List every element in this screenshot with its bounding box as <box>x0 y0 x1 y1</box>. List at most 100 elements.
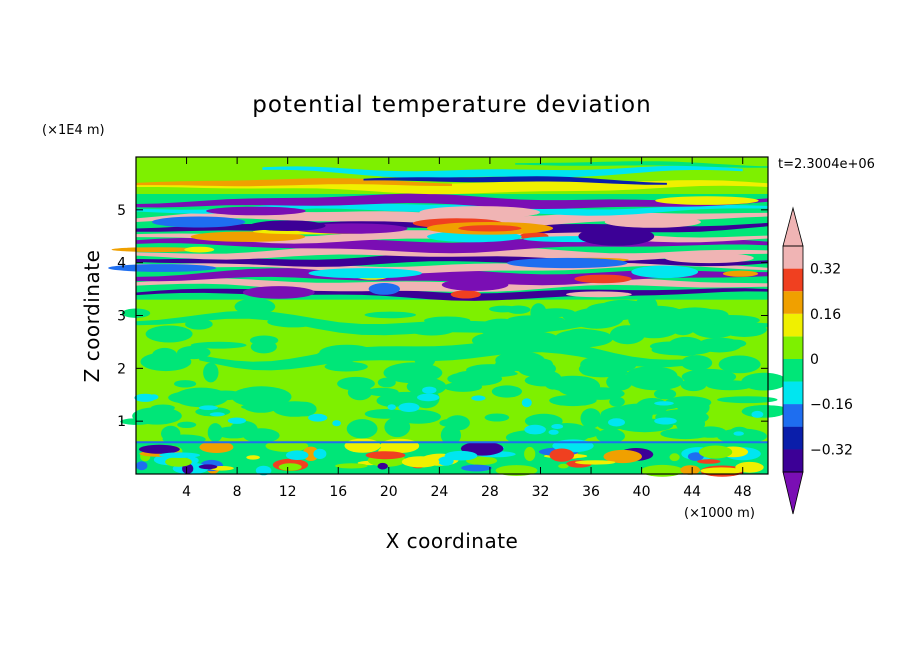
contour-cell <box>190 341 247 349</box>
time-label: t=2.3004e+06 <box>778 157 875 172</box>
contour-cell <box>751 410 764 418</box>
contour-cell <box>578 226 655 246</box>
contour-cell <box>557 376 601 397</box>
contour-cell <box>227 417 246 424</box>
x-tick-label: 12 <box>279 484 297 500</box>
contour-cell <box>718 355 761 374</box>
colorbar-label: −0.16 <box>810 397 853 413</box>
contour-cell <box>669 453 680 462</box>
contour-cell <box>687 452 704 461</box>
colorbar-label: 0 <box>810 352 819 368</box>
contour-cell <box>207 423 223 442</box>
contour-cell <box>161 425 181 442</box>
contour-cell <box>558 463 569 469</box>
contour-cell <box>364 409 407 419</box>
contour-cell <box>484 413 510 422</box>
contour-cell <box>489 305 519 313</box>
contour-cell <box>377 377 396 388</box>
contour-cell <box>655 196 759 205</box>
contour-band <box>136 193 768 209</box>
contour-cell <box>604 216 701 228</box>
x-tick-label: 16 <box>329 484 347 500</box>
contour-cell <box>665 396 712 409</box>
contour-cell <box>722 270 759 277</box>
contour-cell <box>199 441 234 453</box>
x-tick-label: 28 <box>481 484 499 500</box>
contour-cell <box>741 405 786 418</box>
contour-cell <box>243 400 279 413</box>
contour-cell <box>242 428 280 443</box>
contour-cell <box>389 393 405 400</box>
contour-cell <box>697 459 721 464</box>
y-unit-label: (×1E4 m) <box>42 123 105 138</box>
x-axis-label: X coordinate <box>386 529 519 553</box>
contour-field <box>108 161 788 477</box>
colorbar-label: 0.16 <box>810 307 841 323</box>
x-unit-label: (×1000 m) <box>684 506 755 521</box>
contour-cell <box>140 352 192 372</box>
colorbar-label: −0.32 <box>810 442 853 458</box>
plot-area <box>108 156 788 477</box>
contour-cell <box>278 463 302 471</box>
x-tick-label: 32 <box>532 484 550 500</box>
contour-cell <box>580 408 602 429</box>
contour-cell <box>741 372 788 391</box>
x-tick-label: 36 <box>582 484 600 500</box>
contour-cell <box>401 456 440 468</box>
contour-cell <box>364 311 416 319</box>
contour-cell <box>308 413 328 422</box>
contour-cell <box>198 464 218 470</box>
chart-title: potential temperature deviation <box>252 92 651 118</box>
contour-cell <box>138 444 180 454</box>
contour-cell <box>398 402 420 412</box>
x-tick-label: 48 <box>734 484 752 500</box>
contour-cell <box>461 464 492 472</box>
contour-band <box>363 176 667 185</box>
colorbar-label: 0.32 <box>810 262 841 278</box>
x-tick-label: 4 <box>182 484 191 500</box>
contour-band <box>136 310 768 336</box>
contour-cell <box>651 344 712 356</box>
contour-cell <box>332 420 341 427</box>
colorbar-frame <box>782 245 804 473</box>
contour-cell <box>136 461 148 471</box>
contour-cell <box>733 431 744 436</box>
contour-cell <box>380 438 420 454</box>
contour-cell <box>506 257 628 269</box>
contour-cell <box>209 412 225 417</box>
x-tick-label: 24 <box>430 484 448 500</box>
contour-cell <box>600 406 653 423</box>
contour-cell <box>700 467 743 475</box>
contour-cell <box>344 438 381 453</box>
colorbar-segment <box>783 336 803 359</box>
contour-cell <box>368 283 400 295</box>
contour-cell <box>626 366 678 385</box>
colorbar-segment <box>783 449 803 472</box>
contour-band <box>262 165 743 178</box>
contour-cell <box>108 264 217 272</box>
contour-cell <box>521 398 532 408</box>
colorbar-segment <box>783 359 803 382</box>
contour-cell <box>246 455 260 460</box>
contour-band <box>136 245 768 261</box>
x-tick-label: 44 <box>683 484 701 500</box>
contour-cell <box>549 394 597 407</box>
contour-cell <box>458 225 522 232</box>
contour-band <box>515 161 768 168</box>
contour-cell <box>548 429 559 435</box>
colorbar-segment <box>783 381 803 405</box>
contour-cell <box>165 457 192 467</box>
contour-cell <box>203 362 219 383</box>
contour-cell <box>524 374 565 387</box>
contour-cell <box>471 395 486 401</box>
contour-cell <box>566 291 632 298</box>
x-tick-label: 40 <box>633 484 651 500</box>
contour-cell <box>365 451 406 460</box>
contour-cell <box>249 220 326 231</box>
x-axis-ticks: 4 8 12 16 20 24 28 32 36 40 44 48 <box>182 157 752 500</box>
contour-cell <box>717 396 778 404</box>
y-tick-label: 3 <box>117 309 126 325</box>
contour-cell <box>384 417 411 438</box>
x-tick-label: 20 <box>380 484 398 500</box>
colorbar-segment <box>783 404 803 427</box>
